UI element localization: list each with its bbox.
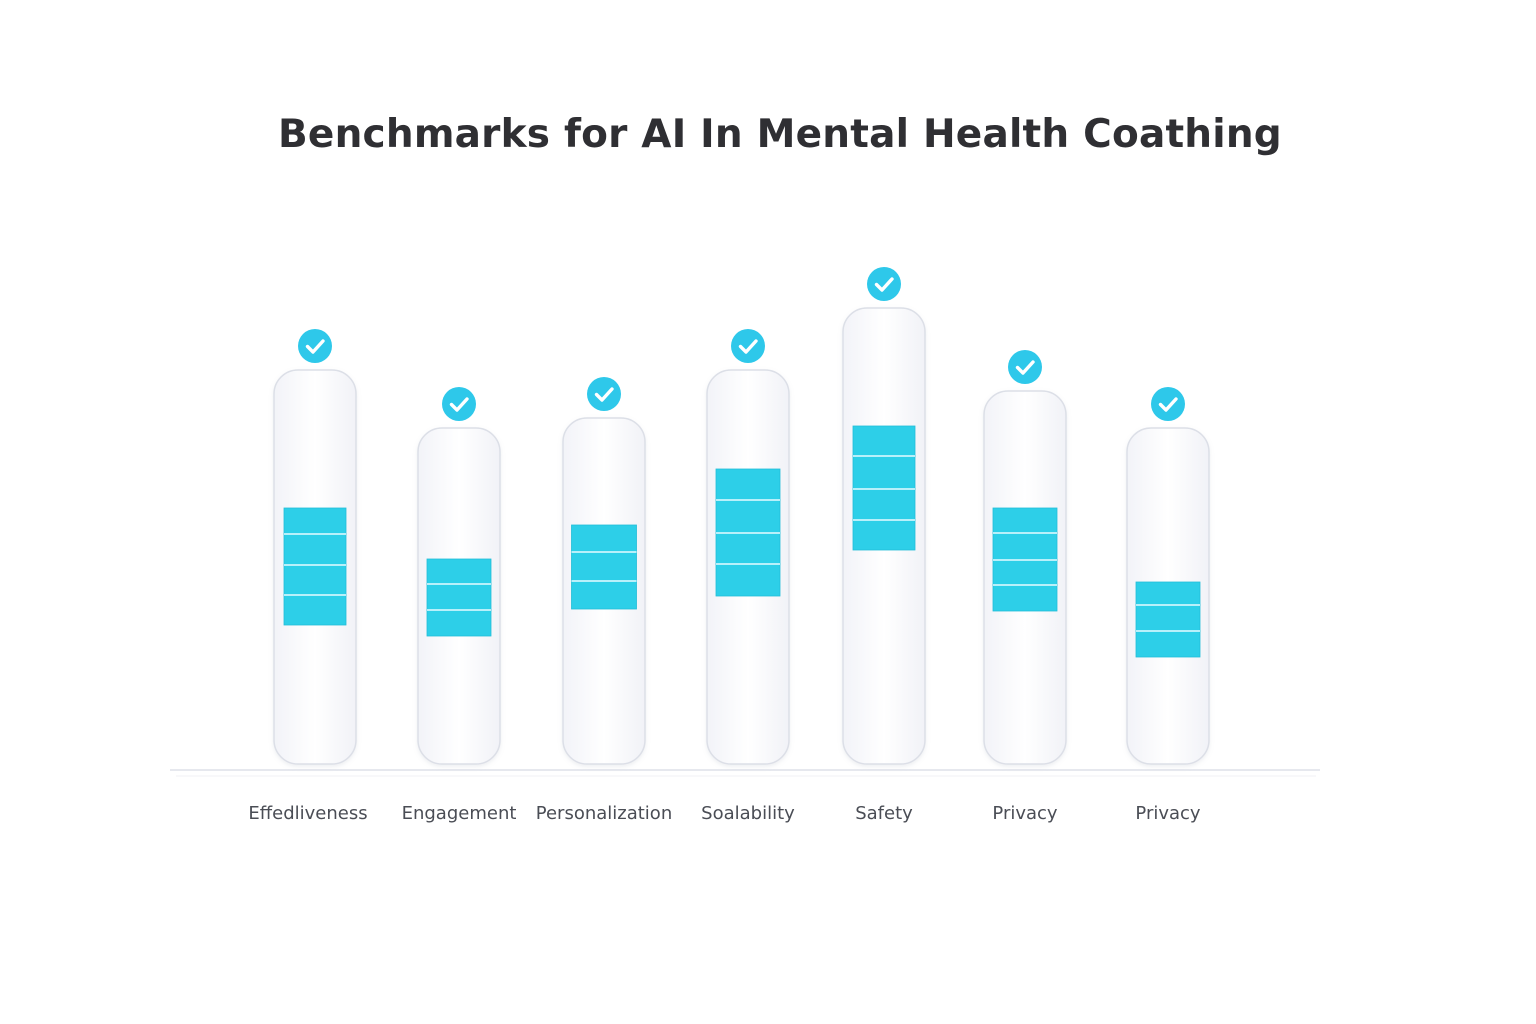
bar-segment [571,524,637,553]
bar-segment [1135,630,1201,658]
bar-segment [715,468,781,501]
bar-segment [571,551,637,582]
x-tick-label: Personalization [536,803,672,824]
x-tick-label: Safety [855,803,913,824]
checkmark-icon [1151,387,1185,421]
bar-segment [852,425,916,457]
x-tick-label: Privacy [992,803,1058,824]
x-tick-label: Privacy [1135,803,1201,824]
x-tick-label: Engagement [402,803,517,824]
bar-segment [426,609,492,637]
bar-segment [1135,604,1201,632]
bar-group-2 [417,387,501,765]
bar-segment [283,564,347,596]
bar-segment [715,532,781,565]
bar-segment [992,532,1058,561]
checkmark-icon [298,329,332,363]
checkmark-icon [867,267,901,301]
bar-segment [852,488,916,521]
bar-segment [426,558,492,585]
bar-segment [571,580,637,610]
checkmark-icon [442,387,476,421]
checkmark-icon [731,329,765,363]
x-tick-label: Effedliveness [248,803,367,824]
chart-title: Benchmarks for AI In Mental Health Coath… [278,112,1282,157]
bar-group-7 [1126,387,1210,765]
bar-segment [992,559,1058,586]
bar-group-4 [706,329,790,765]
bar-group-6 [983,350,1067,765]
bar-group-5 [842,267,926,765]
bar-segment [992,584,1058,612]
checkmark-icon [1008,350,1042,384]
bar-segment [715,499,781,534]
bar-segment [992,507,1058,534]
bar-segment [715,563,781,597]
bar-segment [283,533,347,566]
bar-group-3 [562,377,646,765]
checkmark-icon [587,377,621,411]
bar-segment [1135,581,1201,606]
bar-segment [283,594,347,626]
bar-segment [852,455,916,490]
bar-group-1 [273,329,357,765]
x-tick-label: Soalability [701,803,795,824]
bar-segment [852,519,916,551]
bar-segment [283,507,347,535]
bar-segment [426,583,492,611]
